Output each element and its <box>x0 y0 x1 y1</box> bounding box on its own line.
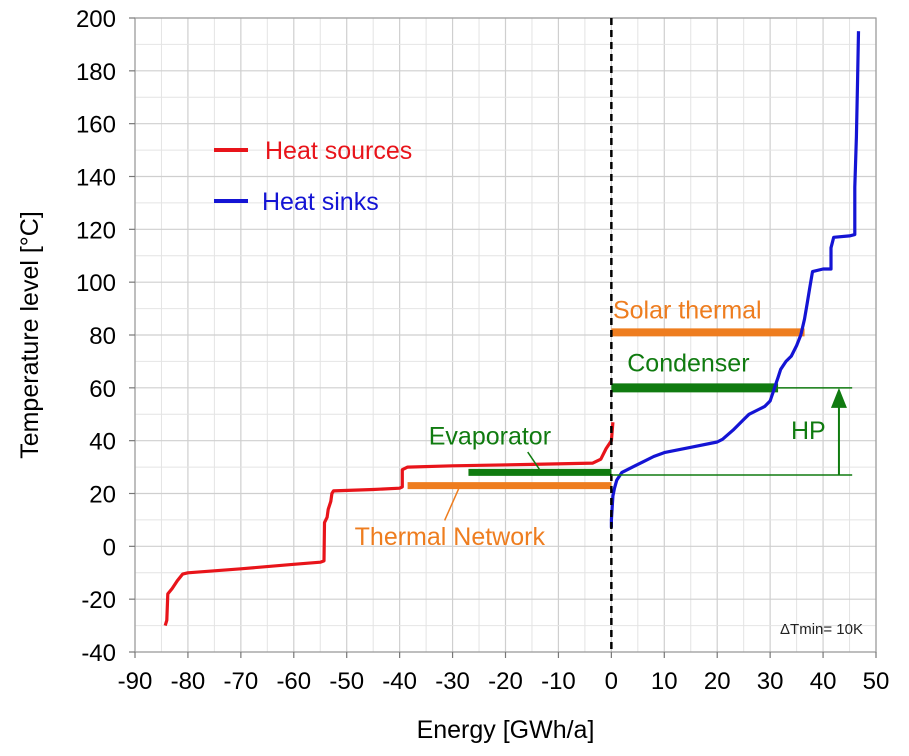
legend: Heat sources Heat sinks <box>214 137 412 216</box>
y-tick-label: -20 <box>81 587 116 614</box>
y-tick-label: 140 <box>76 165 116 192</box>
x-axis-ticks: -90 -80 -70 -60 -50 -40 -30 -20 -10 0 10 20 30 40 50 <box>118 652 890 695</box>
x-tick-label: -40 <box>382 668 417 695</box>
x-tick-label: -50 <box>329 668 364 695</box>
series-heat-sinks <box>609 31 861 528</box>
x-tick-label: -60 <box>276 668 311 695</box>
y-axis-title: Temperature level [°C] <box>16 211 44 459</box>
hp-annotation: HP <box>611 387 853 476</box>
legend-label: Heat sources <box>265 137 412 165</box>
y-tick-label: 20 <box>89 482 116 509</box>
x-tick-label: 50 <box>863 668 890 695</box>
bar-labels: Solar thermal Condenser Evaporator Thermal … <box>355 297 762 551</box>
label-thermal-network: Thermal Network <box>355 523 546 551</box>
y-tick-label: 0 <box>103 534 116 561</box>
heat-bars <box>407 328 805 490</box>
x-tick-label: -10 <box>541 668 576 695</box>
y-tick-label: 100 <box>76 270 116 297</box>
legend-label: Heat sinks <box>262 188 379 216</box>
evaporator-pointer <box>527 451 542 472</box>
x-tick-label: -80 <box>171 668 206 695</box>
y-tick-label: 160 <box>76 112 116 139</box>
y-tick-label: 80 <box>89 323 116 350</box>
x-tick-label: 40 <box>810 668 837 695</box>
hp-arrow-head <box>830 387 847 408</box>
series-lines <box>163 31 861 627</box>
x-tick-label: 20 <box>704 668 731 695</box>
y-axis-ticks: -40 -20 0 20 40 60 80 100 120 140 160 180 200 <box>76 6 135 667</box>
y-tick-label: 60 <box>89 376 116 403</box>
x-axis-title: Energy [GWh/a] <box>417 716 595 744</box>
x-tick-label: -70 <box>224 668 259 695</box>
label-evaporator: Evaporator <box>429 422 551 450</box>
x-tick-label: 10 <box>651 668 678 695</box>
y-tick-label: 120 <box>76 217 116 244</box>
y-tick-label: 180 <box>76 59 116 86</box>
label-condenser: Condenser <box>627 349 749 377</box>
x-tick-label: 0 <box>605 668 618 695</box>
thermal-network-pointer <box>443 487 460 521</box>
y-tick-label: 40 <box>89 429 116 456</box>
y-tick-label: 200 <box>76 6 116 33</box>
y-tick-label: -40 <box>81 640 116 667</box>
x-tick-label: 30 <box>757 668 784 695</box>
label-solar-thermal: Solar thermal <box>613 297 762 325</box>
series-heat-sources <box>163 422 615 627</box>
hp-label: HP <box>791 417 826 445</box>
x-tick-label: -30 <box>435 668 470 695</box>
delta-tmin-note: ΔTmin= 10K <box>780 621 863 638</box>
x-tick-label: -90 <box>118 668 153 695</box>
x-tick-label: -20 <box>488 668 523 695</box>
